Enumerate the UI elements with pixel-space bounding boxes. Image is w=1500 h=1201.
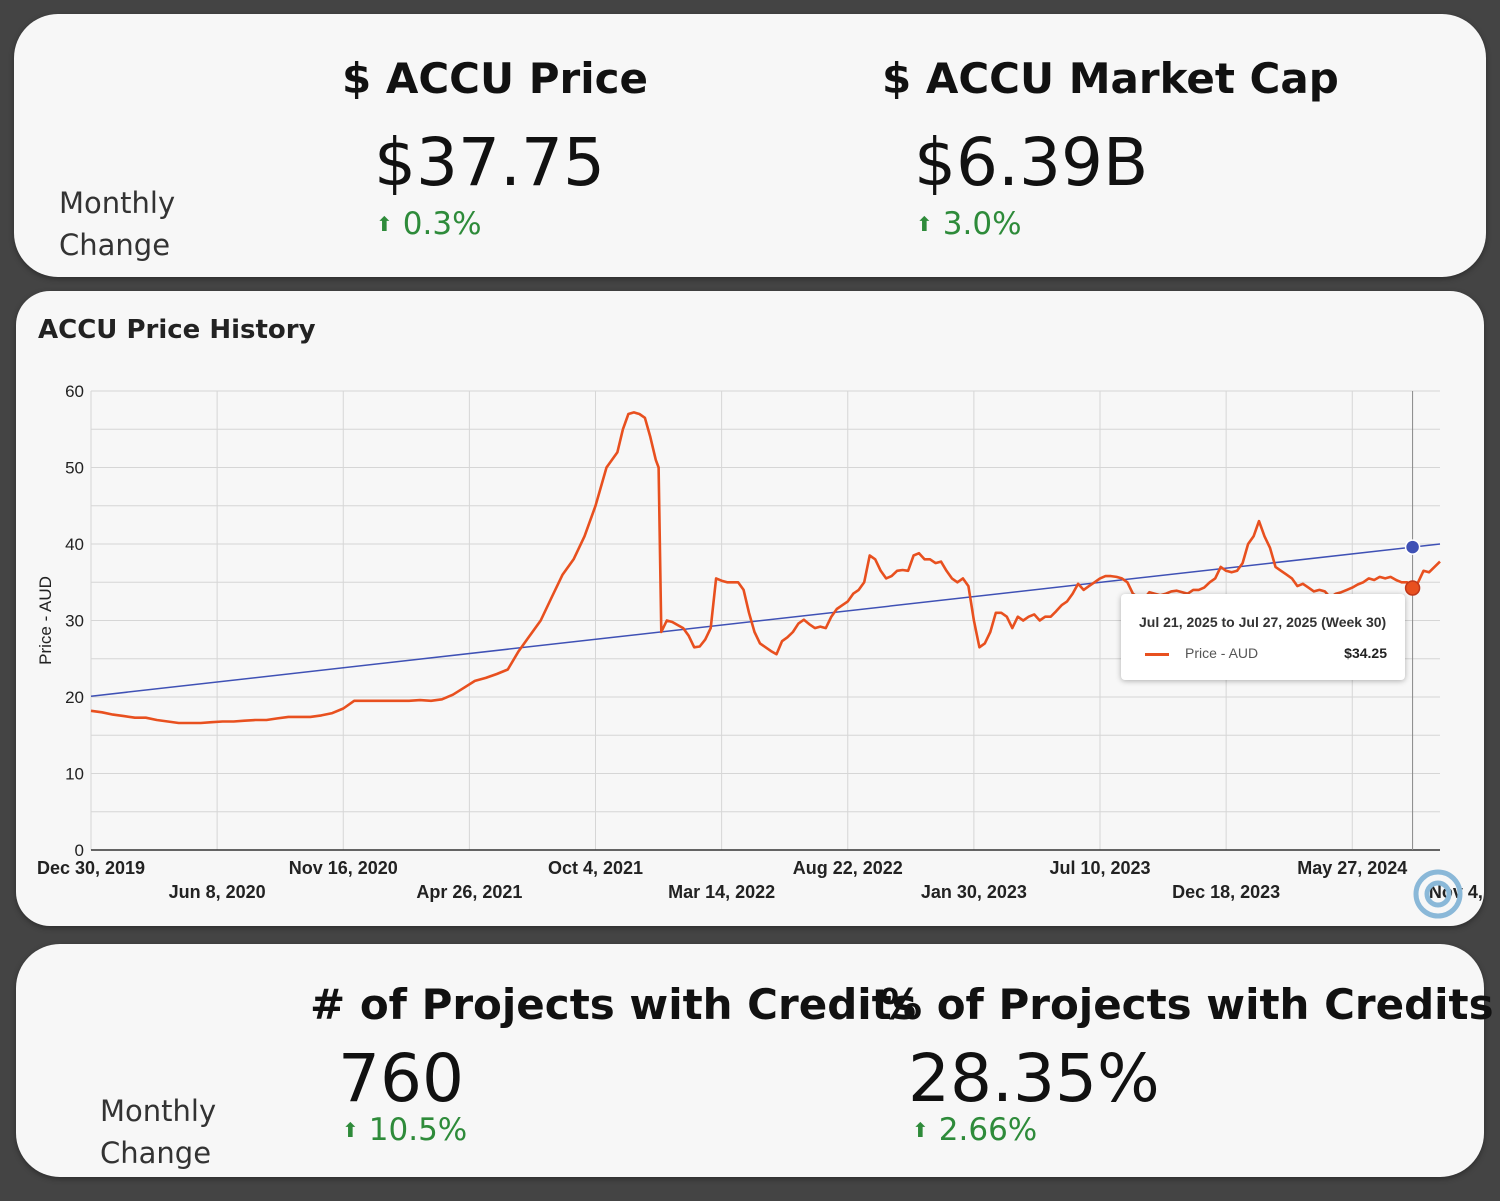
x-tick-label: Aug 22, 2022 [793, 858, 903, 878]
trend-line [90, 543, 1441, 697]
x-tick-label: Oct 4, 2021 [548, 858, 643, 878]
accu-price-change: ⬆ 0.3% [376, 206, 482, 242]
projects-count-change: ⬆ 10.5% [342, 1112, 468, 1148]
x-tick-label: Nov 4, 2024 [1429, 882, 1484, 902]
y-tick-label: 50 [65, 459, 84, 478]
price-history-chart-card: ACCU Price History 0 10 20 30 40 50 60 Dec 30, … [16, 291, 1484, 926]
accu-price-title: $ ACCU Price [342, 54, 648, 103]
y-tick-label: 60 [65, 382, 84, 401]
chart-tooltip: Jul 21, 2025 to Jul 27, 2025 (Week 30) P… [1121, 594, 1405, 680]
projects-percent-value: 28.35% [908, 1040, 1160, 1117]
x-tick-label: Jun 8, 2020 [169, 882, 266, 902]
y-tick-label: 30 [65, 612, 84, 631]
x-tick-label: Dec 18, 2023 [1172, 882, 1280, 902]
dashboard-logo-icon [1413, 869, 1463, 919]
projects-count-value: 760 [338, 1040, 464, 1117]
x-tick-label: May 27, 2024 [1297, 858, 1407, 878]
accu-market-cap-title: $ ACCU Market Cap [882, 54, 1339, 103]
chart-title: ACCU Price History [38, 315, 316, 345]
tooltip-series-swatch [1145, 653, 1169, 656]
x-tick-label: Nov 16, 2020 [289, 858, 398, 878]
price-history-chart[interactable]: 0 10 20 30 40 50 60 Dec 30, 2019 Nov 16, 2020 Oct… [16, 291, 1484, 926]
up-arrow-icon: ⬆ [376, 212, 393, 236]
monthly-change-label: Monthly Change [59, 186, 176, 262]
projects-percent-title: % of Projects with Credits [880, 980, 1494, 1029]
up-arrow-icon: ⬆ [912, 1118, 929, 1142]
y-tick-label: 0 [75, 841, 84, 860]
projects-count-title: # of Projects with Credits [310, 980, 917, 1029]
y-tick-label: 10 [65, 765, 84, 784]
up-arrow-icon: ⬆ [916, 212, 933, 236]
price-hover-point [1404, 580, 1421, 596]
accu-market-cap-value: $6.39B [914, 124, 1149, 201]
x-tick-label: Jul 10, 2023 [1049, 858, 1150, 878]
y-tick-label: 20 [65, 688, 84, 707]
tooltip-series-name: Price - AUD [1185, 645, 1259, 661]
monthly-change-label: Monthly Change [100, 1094, 217, 1170]
price-summary-card: Monthly Change $ ACCU Price $37.75 ⬆ 0.3%… [14, 14, 1486, 277]
trend-hover-point [1404, 539, 1421, 555]
x-tick-label: Apr 26, 2021 [416, 882, 522, 902]
tooltip-value: $34.25 [1344, 645, 1387, 661]
y-tick-label: 40 [65, 535, 84, 554]
x-tick-label: Dec 30, 2019 [37, 858, 145, 878]
projects-percent-change: ⬆ 2.66% [912, 1112, 1038, 1148]
x-tick-label: Jan 30, 2023 [921, 882, 1027, 902]
price-line [90, 411, 1441, 725]
y-axis-title: Price - AUD [36, 576, 55, 665]
tooltip-header: Jul 21, 2025 to Jul 27, 2025 (Week 30) [1139, 614, 1387, 630]
x-tick-label: Mar 14, 2022 [668, 882, 775, 902]
up-arrow-icon: ⬆ [342, 1118, 359, 1142]
accu-market-cap-change: ⬆ 3.0% [916, 206, 1022, 242]
accu-price-value: $37.75 [374, 124, 605, 201]
projects-summary-card: Monthly Change # of Projects with Credit… [16, 944, 1494, 1177]
